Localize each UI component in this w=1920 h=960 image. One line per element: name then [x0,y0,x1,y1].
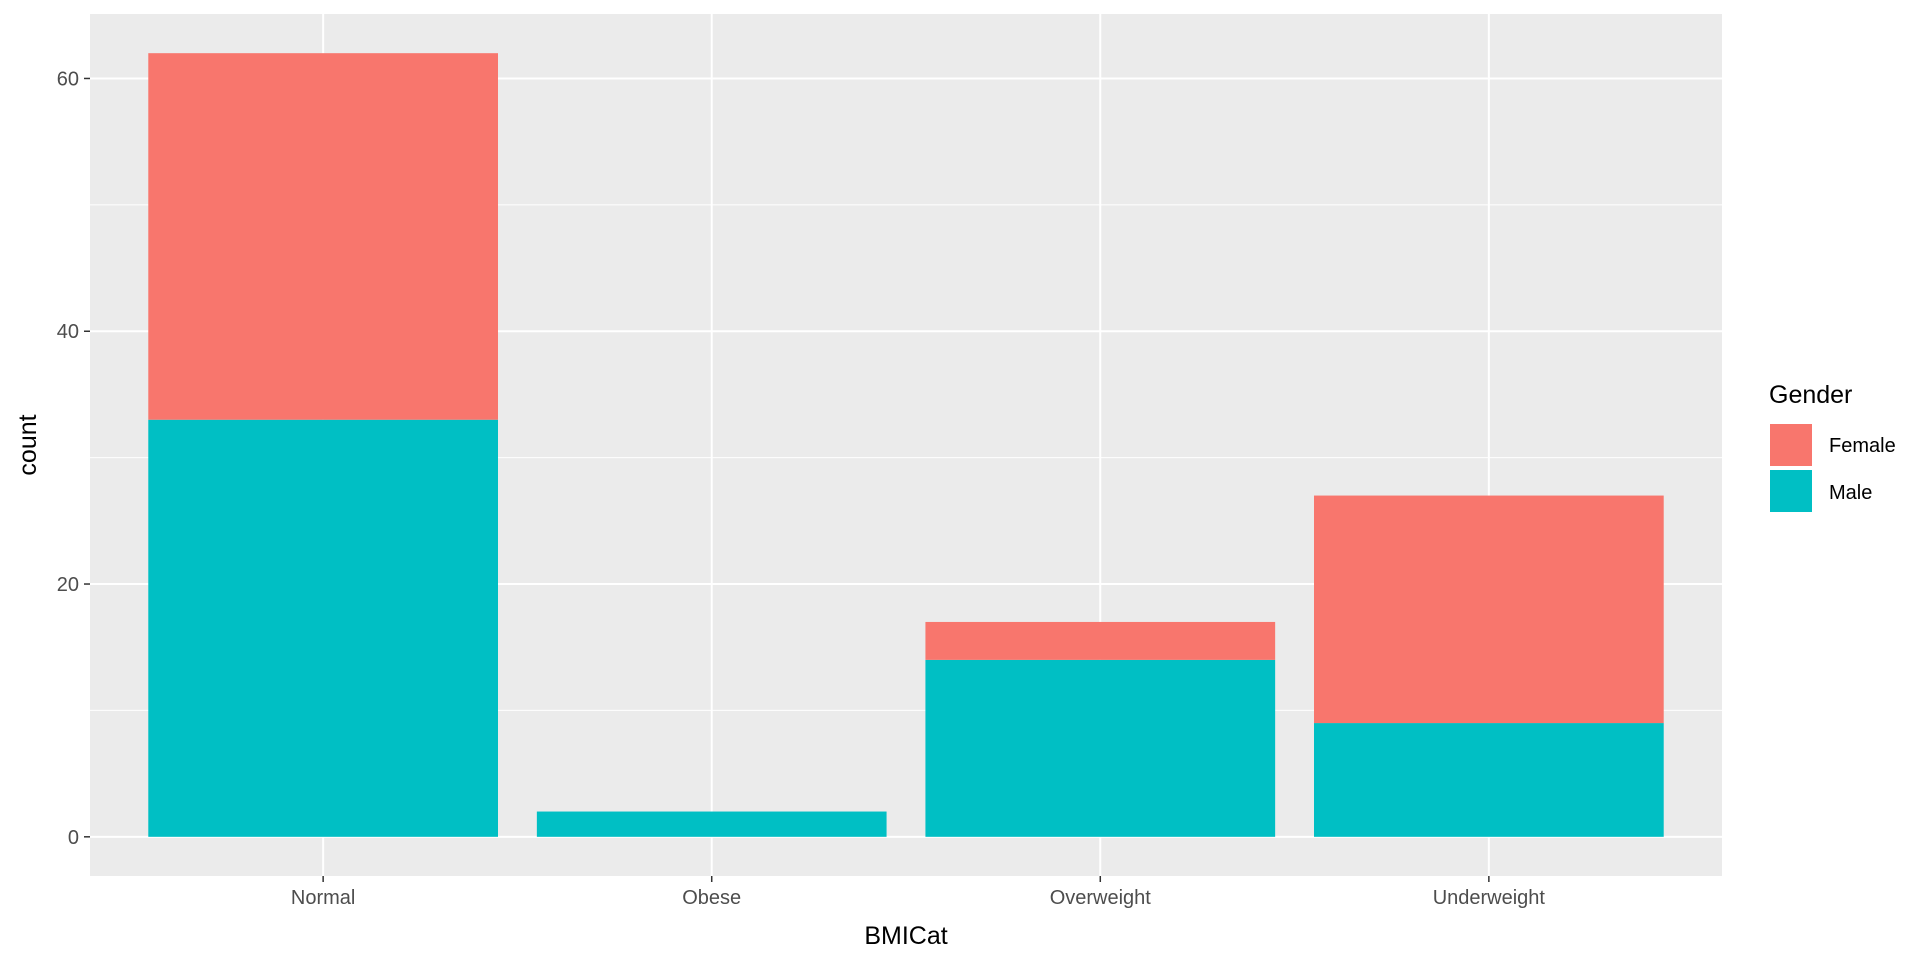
legend-label-female: Female [1829,435,1896,457]
legend-label-male: Male [1829,482,1872,504]
axes: 0 20 40 60 Normal Obese Overweight Underweight [57,68,1546,909]
bar-female-normal [148,53,499,420]
bar-male-overweight [925,659,1276,837]
bars [148,53,1664,837]
bar-male-obese [536,811,887,837]
x-tick-label: Obese [682,887,741,909]
y-tick-label: 60 [57,68,79,90]
y-tick-label: 0 [68,827,79,849]
y-axis-title: count [14,414,42,475]
bar-female-overweight [925,621,1276,660]
legend-key-male [1770,470,1812,512]
x-axis-title: BMICat [864,922,947,950]
x-tick-label: Normal [291,887,355,909]
bar-male-normal [148,419,499,837]
bar-female-underweight [1314,495,1664,724]
y-tick-label: 20 [57,574,79,596]
legend: Gender Female Male [1769,381,1896,512]
y-tick-label: 40 [57,321,79,343]
x-tick-label: Underweight [1433,887,1546,909]
legend-key-female [1770,424,1812,466]
bar-male-underweight [1314,723,1664,837]
x-tick-label: Overweight [1050,887,1152,909]
legend-title: Gender [1769,381,1852,409]
